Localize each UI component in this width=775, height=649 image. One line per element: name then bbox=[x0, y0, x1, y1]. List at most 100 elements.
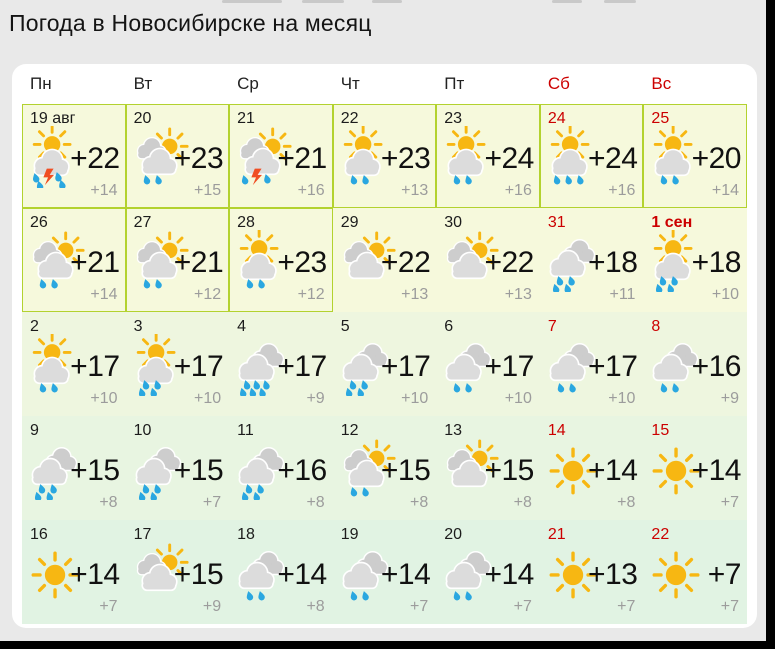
day-low-temp: +9 bbox=[720, 390, 739, 407]
day-cell[interactable]: 6 +17 +10 bbox=[436, 312, 540, 416]
day-cell[interactable]: 30 +22 +13 bbox=[436, 208, 540, 312]
day-high-temp: +22 bbox=[70, 142, 120, 175]
day-high-temp: +14 bbox=[691, 454, 742, 487]
day-high-temp: +14 bbox=[70, 558, 120, 591]
day-high-temp: +23 bbox=[173, 142, 224, 175]
cloud-sun-rain-icon bbox=[129, 230, 191, 292]
day-low-temp: +7 bbox=[513, 598, 532, 615]
day-high-temp: +15 bbox=[173, 558, 224, 591]
day-date: 31 bbox=[547, 214, 566, 231]
day-cell[interactable]: 8 +16 +9 bbox=[643, 312, 747, 416]
day-low-temp: +10 bbox=[711, 286, 739, 303]
day-low-temp: +7 bbox=[99, 598, 118, 615]
sun-rain-icon bbox=[646, 126, 708, 188]
day-cell[interactable]: 4 +17 +9 bbox=[229, 312, 333, 416]
day-high-temp: +23 bbox=[380, 142, 431, 175]
day-cell[interactable]: 20 +23 +15 bbox=[125, 104, 230, 208]
day-low-temp: +16 bbox=[504, 182, 532, 199]
day-cell[interactable]: 9 +15 +8 bbox=[22, 416, 126, 520]
day-date: 22 bbox=[651, 526, 670, 543]
day-cell[interactable]: 18 +14 +8 bbox=[229, 520, 333, 624]
day-date: 3 bbox=[133, 318, 143, 335]
day-cell[interactable]: 20 +14 +7 bbox=[436, 520, 540, 624]
day-date: 14 bbox=[547, 422, 566, 439]
day-date: 24 bbox=[547, 110, 566, 127]
sun-rain-icon bbox=[232, 230, 294, 292]
day-cell[interactable]: 25 +20 +14 bbox=[643, 104, 747, 208]
day-high-temp: +14 bbox=[380, 558, 431, 591]
day-low-temp: +12 bbox=[194, 286, 222, 303]
clipped-text-artifact bbox=[372, 0, 402, 3]
day-date: 12 bbox=[340, 422, 359, 439]
day-low-temp: +12 bbox=[297, 286, 325, 303]
day-cell[interactable]: 3 +17 +10 bbox=[125, 312, 230, 416]
day-low-temp: +16 bbox=[297, 182, 325, 199]
sun-rain-icon bbox=[129, 334, 191, 396]
sun-icon bbox=[543, 542, 605, 604]
weekday-label: Вс bbox=[651, 74, 672, 93]
day-high-temp: +21 bbox=[173, 246, 224, 279]
day-low-temp: +16 bbox=[608, 182, 636, 199]
day-cell[interactable]: 2 +17 +10 bbox=[22, 312, 126, 416]
weekday-label: Пт bbox=[444, 74, 465, 93]
rain-icon bbox=[543, 334, 605, 396]
day-low-temp: +8 bbox=[513, 494, 532, 511]
day-high-temp: +21 bbox=[70, 246, 120, 279]
day-cell[interactable]: 24 +24 +16 bbox=[539, 104, 644, 208]
day-high-temp: +18 bbox=[691, 246, 742, 279]
day-cell[interactable]: 13 +15 +8 bbox=[436, 416, 540, 520]
day-cell[interactable]: 16 +14 +7 bbox=[22, 520, 126, 624]
day-cell[interactable]: 21 +13 +7 bbox=[539, 520, 644, 624]
day-date: 2 bbox=[30, 318, 39, 335]
rain-icon bbox=[543, 230, 605, 292]
cloud-sun-rain-icon bbox=[336, 438, 398, 500]
day-cell[interactable]: 22 +7 +7 bbox=[643, 520, 747, 624]
day-cell[interactable]: 29 +22 +13 bbox=[332, 208, 437, 312]
day-cell[interactable]: 15 +14 +7 bbox=[643, 416, 747, 520]
day-high-temp: +15 bbox=[70, 454, 120, 487]
clipped-text-artifact bbox=[552, 0, 582, 3]
day-high-temp: +16 bbox=[277, 454, 327, 487]
weekday-label: Ср bbox=[237, 74, 259, 93]
day-high-temp: +22 bbox=[484, 246, 534, 279]
day-cell[interactable]: 27 +21 +12 bbox=[125, 208, 230, 312]
day-cell[interactable]: 10 +15 +7 bbox=[125, 416, 230, 520]
day-high-temp: +20 bbox=[691, 142, 742, 175]
day-date: 25 bbox=[651, 110, 670, 127]
day-cell[interactable]: 1 сен +18 +10 bbox=[643, 208, 747, 312]
day-low-temp: +9 bbox=[202, 598, 222, 615]
day-cell[interactable]: 22 +23 +13 bbox=[332, 104, 437, 208]
day-high-temp: +16 bbox=[691, 350, 742, 383]
calendar-grid: 19 авг +22 +14 20 +23 +15 21 +21 +16 22 +23 +13 23 +2… bbox=[22, 104, 747, 624]
cloud-sun-icon bbox=[439, 438, 501, 500]
day-high-temp: +22 bbox=[380, 246, 431, 279]
day-cell[interactable]: 5 +17 +10 bbox=[332, 312, 437, 416]
day-cell[interactable]: 7 +17 +10 bbox=[539, 312, 644, 416]
day-cell[interactable]: 17 +15 +9 bbox=[125, 520, 230, 624]
day-low-temp: +10 bbox=[194, 390, 222, 407]
day-date: 13 bbox=[444, 422, 463, 439]
day-low-temp: +7 bbox=[720, 598, 739, 615]
day-cell[interactable]: 19 +14 +7 bbox=[332, 520, 437, 624]
day-cell[interactable]: 11 +16 +8 bbox=[229, 416, 333, 520]
day-cell[interactable]: 19 авг +22 +14 bbox=[22, 104, 126, 208]
storm-sun-icon bbox=[25, 126, 87, 188]
day-high-temp: +14 bbox=[588, 454, 638, 487]
cloud-sun-icon bbox=[129, 542, 191, 604]
day-low-temp: +10 bbox=[504, 390, 532, 407]
day-cell[interactable]: 21 +21 +16 bbox=[229, 104, 333, 208]
weekday-label: Пн bbox=[30, 74, 52, 93]
day-low-temp: +11 bbox=[609, 286, 636, 303]
day-high-temp: +18 bbox=[588, 246, 638, 279]
day-cell[interactable]: 26 +21 +14 bbox=[22, 208, 126, 312]
day-cell[interactable]: 12 +15 +8 bbox=[332, 416, 437, 520]
day-cell[interactable]: 31 +18 +11 bbox=[539, 208, 644, 312]
day-cell[interactable]: 23 +24 +16 bbox=[436, 104, 540, 208]
day-low-temp: +8 bbox=[306, 494, 325, 511]
rain-icon bbox=[232, 542, 294, 604]
rain-icon bbox=[25, 438, 87, 500]
weekday-label: Сб bbox=[547, 74, 570, 93]
day-high-temp: +7 bbox=[707, 558, 742, 591]
day-cell[interactable]: 14 +14 +8 bbox=[539, 416, 644, 520]
day-cell[interactable]: 28 +23 +12 bbox=[229, 208, 333, 312]
